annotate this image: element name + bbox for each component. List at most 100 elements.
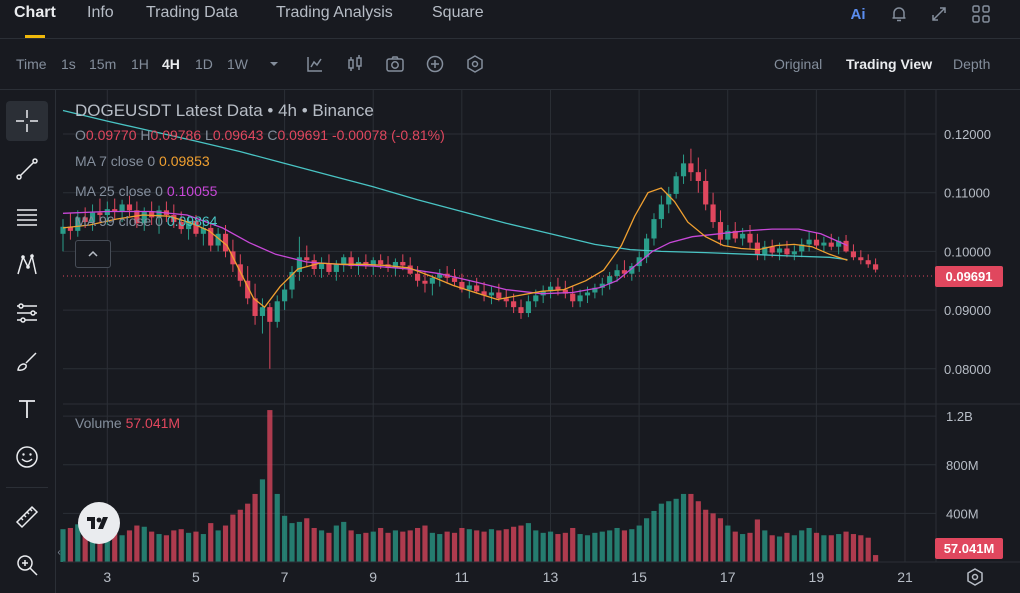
tab-chart[interactable]: Chart — [14, 4, 56, 21]
ohlc-readout: O0.09770 H0.09786 L0.09643 C0.09691 -0.0… — [75, 127, 445, 143]
candle-body — [60, 226, 66, 234]
timeframe-1w[interactable]: 1W — [227, 56, 248, 72]
camera-icon[interactable] — [384, 53, 406, 75]
last-price-badge — [935, 266, 1003, 287]
fibonacci-icon[interactable] — [6, 293, 48, 333]
timeframe-1d[interactable]: 1D — [195, 56, 213, 72]
candle-body — [67, 226, 73, 231]
candle-body — [400, 261, 406, 266]
candle-body — [747, 233, 753, 243]
candle-body — [134, 210, 140, 224]
volume-tick-label: 1.2B — [946, 409, 973, 424]
candle-body — [451, 277, 458, 282]
bell-icon[interactable] — [888, 3, 910, 25]
add-plus-icon[interactable] — [424, 53, 446, 75]
price-tick-label: 0.08000 — [944, 362, 991, 377]
horizontal-lines-icon[interactable] — [6, 197, 48, 237]
candle-body — [511, 301, 517, 308]
view-original[interactable]: Original — [774, 56, 823, 72]
timeframe-4h[interactable]: 4H — [162, 56, 180, 72]
volume-bar — [629, 529, 635, 562]
timeframe-time[interactable]: Time — [16, 56, 47, 72]
volume-bar — [259, 479, 266, 562]
volume-bar — [193, 531, 199, 562]
ruler-icon[interactable] — [6, 497, 48, 537]
time-tick-label: 9 — [369, 569, 377, 585]
volume-bar — [584, 535, 591, 562]
tab-square[interactable]: Square — [432, 4, 484, 21]
timeframe-1s[interactable]: 1s — [61, 56, 76, 72]
settings-hex-icon[interactable] — [464, 53, 486, 75]
candle-body — [370, 260, 376, 267]
collapse-legend-button[interactable] — [75, 240, 111, 268]
candle-body — [245, 280, 251, 299]
low-value: 0.09643 — [212, 127, 264, 143]
candle-body — [119, 204, 125, 212]
chart-title: DOGEUSDT Latest Data • 4h • Binance — [75, 101, 374, 120]
chevron-down-icon[interactable] — [263, 53, 285, 75]
volume-bar — [577, 534, 583, 562]
zoom-in-icon[interactable] — [6, 545, 48, 585]
volume-bar — [496, 530, 502, 562]
change-value: -0.00078 (-0.81%) — [331, 127, 445, 143]
tab-trading-data[interactable]: Trading Data — [146, 4, 238, 21]
ma7-label: MA 7 close 0 — [75, 153, 156, 169]
volume-bar — [415, 527, 421, 562]
layout-grid-icon[interactable] — [970, 3, 992, 25]
pattern-icon[interactable] — [6, 245, 48, 285]
tab-info[interactable]: Info — [87, 4, 114, 21]
volume-bar — [60, 529, 66, 562]
tradingview-logo-icon[interactable] — [78, 502, 120, 544]
volume-bar — [488, 529, 495, 562]
axis-settings-icon[interactable] — [967, 568, 983, 586]
candle-body — [614, 270, 620, 277]
volume-bar — [666, 501, 672, 562]
candle-body — [599, 283, 605, 288]
crosshair-icon[interactable] — [6, 101, 48, 141]
candle-body — [185, 220, 192, 230]
volume-legend[interactable]: Volume 57.041M — [75, 415, 180, 431]
candle-body — [607, 276, 613, 284]
ma7-legend[interactable]: MA 7 close 0 0.09853 — [75, 153, 210, 169]
trend-line-icon[interactable] — [6, 149, 48, 189]
candle-body — [378, 260, 384, 265]
candle-body — [296, 257, 302, 272]
volume-bar — [533, 530, 539, 562]
indicator-chart-icon[interactable] — [304, 53, 326, 75]
text-tool-icon[interactable] — [6, 389, 48, 429]
volume-bar — [326, 532, 332, 562]
ma25-legend[interactable]: MA 25 close 0 0.10055 — [75, 183, 217, 199]
volume-bar — [636, 525, 642, 562]
candle-body — [791, 251, 797, 255]
pane-handle-icon[interactable]: ‹ — [57, 546, 61, 558]
last-volume-badge — [935, 538, 1003, 559]
volume-bar — [252, 493, 258, 562]
ai-icon[interactable]: Ai — [850, 5, 866, 23]
tab-trading-analysis[interactable]: Trading Analysis — [276, 4, 393, 21]
brush-icon[interactable] — [6, 341, 48, 381]
candle-body — [304, 257, 310, 261]
candle-body — [621, 270, 628, 274]
ma99-legend[interactable]: MA 99 close 0 0.09864 — [75, 213, 217, 229]
volume-bar — [828, 535, 834, 562]
time-tick-label: 11 — [455, 569, 470, 585]
candlestick-type-icon[interactable] — [344, 53, 366, 75]
volume-value: 57.041M — [125, 415, 181, 431]
view-trading-view[interactable]: Trading View — [846, 56, 933, 72]
volume-bar — [791, 535, 797, 562]
volume-bar — [518, 525, 524, 562]
top-nav: Chart Info Trading Data Trading Analysis… — [0, 0, 1020, 39]
emoji-icon[interactable] — [6, 437, 48, 477]
timeframe-1h[interactable]: 1H — [131, 56, 149, 72]
fullscreen-icon[interactable] — [928, 3, 950, 25]
volume-bar — [444, 531, 450, 562]
view-depth[interactable]: Depth — [953, 56, 991, 72]
volume-bar — [658, 503, 664, 562]
candle-body — [496, 292, 502, 299]
candle-body — [828, 242, 834, 247]
candle-body — [89, 212, 96, 223]
candle-body — [858, 257, 864, 261]
candle-body — [703, 180, 709, 205]
timeframe-15m[interactable]: 15m — [89, 56, 117, 72]
